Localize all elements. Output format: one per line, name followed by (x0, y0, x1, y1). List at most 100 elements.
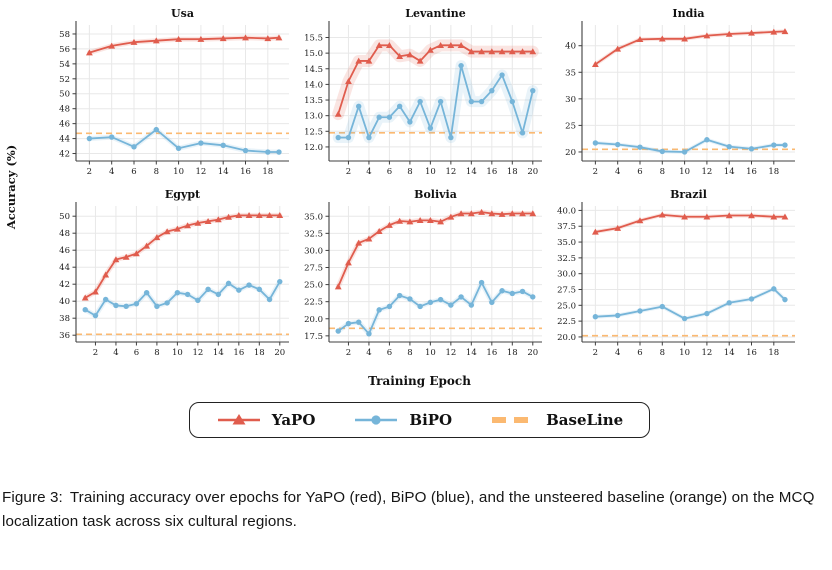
legend-label: BaseLine (546, 411, 624, 429)
y-tick-label: 35 (565, 68, 576, 78)
triangle-line-icon (217, 414, 260, 425)
subplot-title: Brazil (670, 188, 707, 201)
y-tick-label: 40 (565, 42, 576, 52)
legend-label: YaPO (271, 411, 316, 429)
bipo-marker (184, 291, 191, 298)
bipo-marker (704, 310, 710, 317)
y-tick-label: 38 (59, 314, 70, 324)
x-axis-label: Training Epoch (368, 374, 471, 388)
bipo-marker (592, 313, 599, 320)
yapo-marker (529, 48, 537, 55)
bipo-marker (489, 87, 495, 94)
yapo-marker (130, 38, 138, 45)
yapo-marker (345, 77, 352, 84)
y-tick-label: 54 (59, 60, 70, 70)
legend-box: YaPO BiPO BaseLine (188, 402, 651, 438)
yapo-marker (725, 212, 733, 219)
bipo-marker (681, 315, 688, 322)
bipo-marker (427, 125, 434, 131)
yapo-marker (519, 210, 526, 217)
yapo-marker (426, 217, 434, 224)
bipo-marker (225, 280, 232, 287)
bipo-marker (164, 300, 170, 306)
x-tick-label: 8 (660, 167, 665, 177)
yapo-marker (614, 224, 622, 231)
yapo-marker (447, 42, 455, 49)
yapo-marker (529, 210, 537, 217)
caption-label: Figure 3: (2, 489, 63, 506)
yapo-marker (591, 61, 599, 68)
x-tick-label: 16 (746, 348, 757, 358)
y-tick-label: 42 (59, 150, 70, 160)
subplot-levantine: 2 4 6 8 10 12 14 16 18 20 12.0 12.5 13.0 13.5 14.0 14.5… (293, 6, 546, 187)
y-tick-label: 13.5 (304, 96, 323, 106)
y-tick-label: 36 (59, 331, 70, 341)
yapo-line (595, 213, 785, 233)
yapo-marker (396, 217, 404, 224)
bipo-marker (102, 296, 109, 303)
x-tick-label: 18 (507, 348, 518, 358)
x-tick-label: 12 (445, 348, 456, 358)
x-tick-label: 6 (637, 167, 642, 177)
bipo-marker (468, 98, 475, 105)
x-tick-label: 4 (113, 348, 118, 358)
x-tick-label: 2 (346, 348, 351, 358)
x-tick-label: 8 (407, 348, 412, 358)
bipo-marker (614, 312, 621, 319)
y-tick-label: 44 (59, 263, 70, 273)
bipo-marker (478, 98, 485, 105)
subplot-title: Egypt (165, 188, 201, 201)
x-tick-label: 18 (507, 167, 518, 177)
y-tick-label: 15.0 (304, 49, 323, 59)
bipo-marker (174, 290, 181, 296)
bipo-marker (345, 134, 352, 141)
bipo-marker (704, 137, 710, 143)
bipo-marker (246, 282, 252, 288)
yapo-marker (447, 213, 455, 220)
yapo-marker (457, 210, 465, 217)
dashed-line-icon (492, 417, 535, 423)
x-tick-label: 4 (615, 167, 620, 177)
y-tick-label: 37.5 (557, 222, 576, 232)
yapo-marker (508, 210, 516, 217)
yapo-marker (478, 208, 485, 215)
yapo-marker (681, 213, 688, 220)
x-tick-label: 16 (240, 167, 251, 177)
bipo-marker (153, 126, 159, 133)
x-tick-label: 10 (679, 348, 690, 358)
bipo-line (595, 287, 786, 320)
y-tick-label: 25.0 (557, 301, 576, 311)
x-tick-label: 20 (274, 348, 285, 358)
x-tick-label: 14 (724, 167, 735, 177)
bipo-marker (659, 148, 665, 155)
yapo-marker (345, 259, 352, 266)
bipo-marker (133, 301, 140, 307)
x-tick-label: 2 (593, 167, 598, 177)
yapo-marker (163, 228, 171, 235)
yapo-marker (725, 30, 733, 37)
bipo-marker (396, 292, 403, 299)
yapo-marker (386, 42, 393, 49)
yapo-marker (242, 34, 249, 41)
yapo-marker (214, 216, 222, 223)
x-tick-label: 4 (615, 348, 620, 358)
bipo-marker (86, 135, 93, 142)
legend-item-yapo: YaPO (216, 411, 316, 429)
yapo-marker (406, 218, 414, 225)
bipo-marker (355, 319, 362, 325)
subplot-bolivia: 2 4 6 8 10 12 14 16 18 20 17.5 20.0 22.5 25.0 27.5 30.0… (293, 187, 546, 368)
yapo-marker (175, 35, 182, 42)
bipo-marker (726, 143, 732, 150)
yapo-marker (355, 239, 363, 246)
x-tick-label: 10 (425, 348, 436, 358)
yapo-marker (658, 211, 666, 218)
subplot-svg-bolivia: 2 4 6 8 10 12 14 16 18 20 17.5 20.0 22.5 25.0 27.5 30.0… (304, 188, 542, 358)
x-tick-label: 6 (387, 348, 392, 358)
bipo-marker (530, 87, 536, 94)
bipo-marker (592, 140, 599, 146)
y-tick-label: 20.0 (304, 315, 323, 325)
x-tick-label: 20 (527, 348, 538, 358)
x-tick-label: 14 (724, 348, 735, 358)
yapo-marker (85, 49, 93, 56)
x-tick-label: 12 (445, 167, 456, 177)
